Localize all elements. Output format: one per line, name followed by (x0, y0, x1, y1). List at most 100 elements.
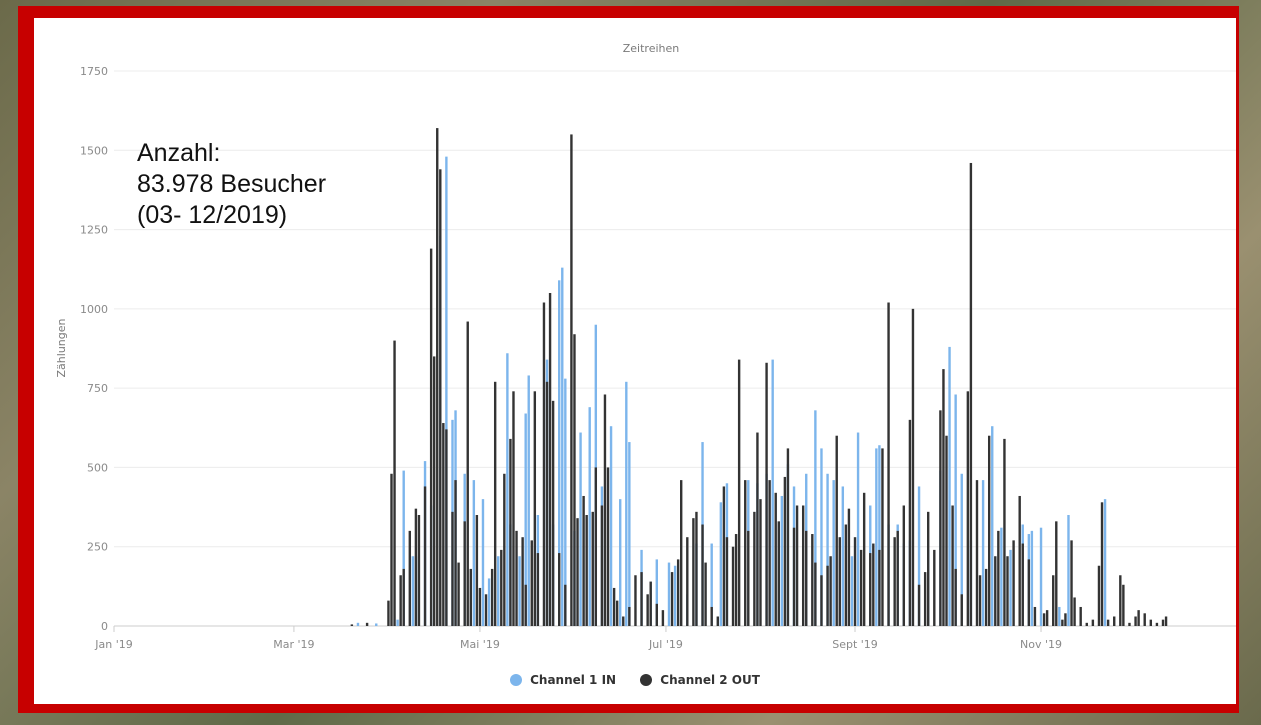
bar[interactable] (1042, 613, 1046, 626)
bar[interactable] (445, 156, 448, 626)
bar[interactable] (933, 549, 936, 626)
bar[interactable] (1052, 575, 1055, 626)
bar[interactable] (847, 508, 851, 626)
bar[interactable] (686, 537, 689, 626)
bar[interactable] (469, 568, 472, 626)
bar[interactable] (725, 537, 729, 626)
bar[interactable] (484, 594, 488, 626)
bar[interactable] (558, 280, 561, 626)
bar[interactable] (634, 575, 637, 626)
bar[interactable] (1064, 613, 1067, 626)
bar[interactable] (1079, 606, 1082, 626)
bar[interactable] (896, 530, 899, 626)
bar[interactable] (1149, 619, 1153, 626)
bar[interactable] (609, 426, 613, 626)
bar[interactable] (945, 435, 948, 626)
bar[interactable] (786, 448, 790, 626)
bar[interactable] (564, 584, 567, 626)
bar[interactable] (612, 587, 616, 626)
bar[interactable] (835, 435, 838, 626)
bar[interactable] (966, 391, 970, 626)
bar[interactable] (570, 134, 573, 626)
bar[interactable] (573, 334, 576, 626)
bar[interactable] (545, 381, 549, 626)
bar[interactable] (463, 521, 466, 626)
bar[interactable] (542, 302, 546, 626)
bar[interactable] (487, 578, 491, 626)
bar[interactable] (820, 448, 823, 626)
bar[interactable] (832, 480, 835, 626)
bar[interactable] (801, 505, 805, 626)
bar[interactable] (820, 575, 823, 626)
bar[interactable] (676, 559, 680, 626)
bar[interactable] (646, 594, 649, 626)
bar[interactable] (1128, 622, 1131, 626)
bar[interactable] (1045, 610, 1049, 626)
bar[interactable] (503, 473, 506, 626)
bar[interactable] (756, 432, 759, 626)
bar[interactable] (908, 419, 912, 626)
bar[interactable] (829, 556, 832, 626)
bar[interactable] (1097, 565, 1101, 626)
bar[interactable] (737, 359, 741, 626)
bar[interactable] (558, 553, 561, 626)
bar[interactable] (576, 518, 579, 626)
bar[interactable] (1061, 619, 1064, 626)
bar[interactable] (939, 410, 942, 626)
bar[interactable] (954, 394, 957, 626)
bar[interactable] (765, 362, 768, 626)
bar[interactable] (350, 624, 354, 626)
bar[interactable] (628, 442, 631, 626)
bar[interactable] (1030, 530, 1034, 626)
bar[interactable] (826, 565, 829, 626)
bar[interactable] (1134, 616, 1137, 626)
bar[interactable] (747, 530, 750, 626)
bar[interactable] (673, 565, 677, 626)
bar[interactable] (619, 499, 622, 626)
bar[interactable] (881, 448, 884, 626)
bar[interactable] (811, 534, 814, 626)
bar[interactable] (1143, 613, 1146, 626)
bar[interactable] (1018, 495, 1021, 626)
bar[interactable] (670, 572, 674, 626)
bar[interactable] (417, 515, 421, 626)
bar[interactable] (524, 584, 527, 626)
bar[interactable] (411, 556, 415, 626)
bar[interactable] (1055, 521, 1058, 626)
bar[interactable] (530, 540, 533, 626)
bar[interactable] (1113, 616, 1116, 626)
bar[interactable] (442, 423, 445, 626)
bar[interactable] (365, 622, 369, 626)
bar[interactable] (1073, 597, 1076, 626)
bar[interactable] (402, 568, 405, 626)
bar[interactable] (649, 581, 652, 626)
bar[interactable] (527, 375, 530, 626)
bar[interactable] (594, 467, 598, 626)
bar[interactable] (396, 619, 399, 626)
bar[interactable] (515, 530, 518, 626)
bar[interactable] (853, 537, 857, 626)
bar[interactable] (622, 616, 625, 626)
bar[interactable] (414, 508, 418, 626)
legend-item-channel-2-out[interactable]: Channel 2 OUT (640, 673, 760, 687)
bar[interactable] (960, 473, 963, 626)
bar[interactable] (655, 603, 658, 626)
bar[interactable] (1027, 559, 1031, 626)
bar[interactable] (994, 556, 997, 626)
bar[interactable] (1006, 556, 1009, 626)
bar[interactable] (1164, 616, 1168, 626)
bar[interactable] (771, 359, 774, 626)
bar[interactable] (579, 432, 582, 626)
bar[interactable] (564, 378, 567, 626)
bar[interactable] (478, 587, 482, 626)
bar[interactable] (695, 511, 698, 626)
bar[interactable] (814, 562, 817, 626)
bar[interactable] (423, 486, 427, 626)
bar[interactable] (606, 467, 610, 626)
bar[interactable] (795, 505, 799, 626)
bar[interactable] (439, 169, 442, 626)
bar[interactable] (878, 445, 881, 626)
bar[interactable] (603, 394, 607, 626)
bar[interactable] (710, 606, 713, 626)
bar[interactable] (1021, 543, 1024, 626)
